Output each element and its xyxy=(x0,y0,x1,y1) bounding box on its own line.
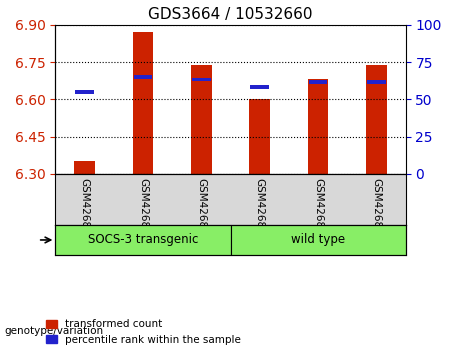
Bar xyxy=(133,32,153,174)
FancyBboxPatch shape xyxy=(230,225,406,255)
Title: GDS3664 / 10532660: GDS3664 / 10532660 xyxy=(148,7,313,22)
Bar xyxy=(134,75,152,79)
FancyBboxPatch shape xyxy=(55,225,230,255)
Text: GSM426845: GSM426845 xyxy=(372,178,382,241)
Text: GSM426844: GSM426844 xyxy=(313,178,323,241)
Text: GSM426842: GSM426842 xyxy=(196,178,207,241)
Bar xyxy=(250,85,269,89)
Bar xyxy=(74,161,95,174)
Bar xyxy=(249,99,270,174)
Bar xyxy=(367,80,386,84)
Bar xyxy=(192,78,211,81)
Text: genotype/variation: genotype/variation xyxy=(5,326,104,336)
Bar xyxy=(191,64,212,174)
Legend: transformed count, percentile rank within the sample: transformed count, percentile rank withi… xyxy=(42,315,245,349)
Text: GSM426840: GSM426840 xyxy=(79,178,89,241)
Text: SOCS-3 transgenic: SOCS-3 transgenic xyxy=(88,234,198,246)
Text: GSM426841: GSM426841 xyxy=(138,178,148,241)
Text: wild type: wild type xyxy=(291,234,345,246)
Bar xyxy=(309,80,327,84)
Bar xyxy=(308,79,328,174)
Bar xyxy=(75,90,94,94)
Text: GSM426843: GSM426843 xyxy=(254,178,265,241)
Bar xyxy=(366,64,387,174)
